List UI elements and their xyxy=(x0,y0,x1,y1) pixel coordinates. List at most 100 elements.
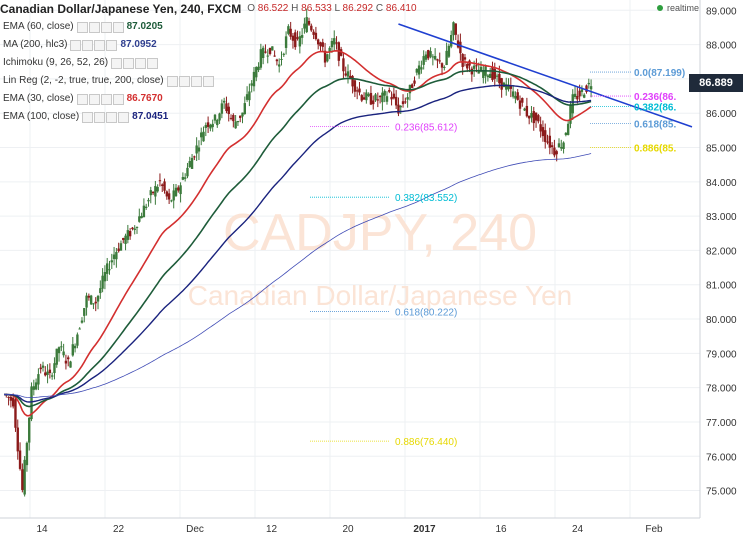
candle-body xyxy=(7,396,10,398)
candle-body xyxy=(85,295,88,308)
settings-icon[interactable] xyxy=(94,111,106,123)
candle-body xyxy=(193,156,196,158)
candle-body xyxy=(381,92,384,103)
visibility-icon[interactable] xyxy=(70,39,82,51)
more-icon[interactable] xyxy=(100,93,112,105)
candle-body xyxy=(245,94,249,100)
ohlc-low-value: 86.292 xyxy=(342,3,374,14)
candle-body xyxy=(67,357,70,360)
y-tick-label: 77.000 xyxy=(706,418,737,429)
more-icon[interactable] xyxy=(135,57,147,69)
candle-body xyxy=(450,35,453,47)
settings-icon[interactable] xyxy=(82,39,94,51)
fib-level-label: 0.618(85. xyxy=(634,119,676,130)
candle-body xyxy=(174,187,178,197)
candle-body xyxy=(374,94,377,101)
candle-body xyxy=(284,36,288,48)
more-icon[interactable] xyxy=(94,39,106,51)
indicator-value: 87.0205 xyxy=(126,21,163,32)
settings-icon[interactable] xyxy=(123,57,135,69)
settings-icon[interactable] xyxy=(88,21,100,33)
candle-body xyxy=(335,42,338,44)
close-icon[interactable] xyxy=(147,57,159,69)
ema30-line xyxy=(3,49,592,417)
candle-body xyxy=(571,94,574,114)
close-icon[interactable] xyxy=(202,75,214,87)
candle-body xyxy=(305,17,308,33)
candle-body xyxy=(165,191,169,197)
candle-body xyxy=(252,71,256,87)
candle-body xyxy=(406,97,409,100)
candle-body xyxy=(151,191,155,194)
candle-body xyxy=(149,190,152,196)
y-tick-label: 80.000 xyxy=(706,315,737,326)
candle-body xyxy=(243,103,246,115)
candle-body xyxy=(532,111,535,124)
visibility-icon[interactable] xyxy=(76,93,88,105)
visibility-icon[interactable] xyxy=(76,21,88,33)
close-icon[interactable] xyxy=(112,93,124,105)
settings-icon[interactable] xyxy=(88,93,100,105)
candle-body xyxy=(436,59,439,61)
ohlc-close-key: C xyxy=(375,3,384,14)
x-tick-label: 24 xyxy=(572,524,584,535)
candle-body xyxy=(89,295,93,305)
indicator-row[interactable]: Lin Reg (2, -2, true, true, 200, close) xyxy=(0,72,417,90)
indicator-row[interactable]: MA (200, hlc3) 87.0952 xyxy=(0,36,417,54)
visibility-icon[interactable] xyxy=(166,75,178,87)
ohlc-readout: O 86.522 H 86.533 L 86.292 C 86.410 xyxy=(247,0,416,18)
candle-body xyxy=(333,38,336,45)
x-tick-label: 2017 xyxy=(413,524,436,535)
more-icon[interactable] xyxy=(106,111,118,123)
candle-body xyxy=(514,95,517,99)
indicator-controls xyxy=(82,111,130,123)
candle-body xyxy=(573,93,577,98)
candle-body xyxy=(28,417,31,443)
indicator-controls xyxy=(70,39,118,51)
candle-body xyxy=(9,396,13,401)
visibility-icon[interactable] xyxy=(111,57,123,69)
candle-body xyxy=(94,301,97,304)
candle-body xyxy=(518,100,522,109)
candle-body xyxy=(106,263,109,274)
candle-body xyxy=(550,145,554,148)
more-icon[interactable] xyxy=(100,21,112,33)
candle-body xyxy=(525,105,529,117)
candle-body xyxy=(463,57,467,60)
candle-body xyxy=(365,92,368,101)
y-tick-label: 81.000 xyxy=(706,281,737,292)
candle-body xyxy=(303,23,306,29)
indicator-row[interactable]: EMA (100, close) 87.0451 xyxy=(0,108,417,126)
close-icon[interactable] xyxy=(112,21,124,33)
candle-body xyxy=(117,248,120,252)
candle-body xyxy=(39,367,42,370)
candle-body xyxy=(234,121,237,129)
candle-body xyxy=(548,135,552,148)
candle-body xyxy=(411,84,414,88)
indicator-row[interactable]: Ichimoku (9, 26, 52, 26) xyxy=(0,54,417,72)
candle-body xyxy=(507,84,510,90)
candle-body xyxy=(564,132,568,135)
candle-body xyxy=(300,35,304,38)
candle-body xyxy=(266,55,269,57)
candle-body xyxy=(378,95,382,98)
candle-body xyxy=(34,382,38,390)
candle-body xyxy=(314,32,318,40)
visibility-icon[interactable] xyxy=(82,111,94,123)
candle-body xyxy=(154,185,157,197)
candle-body xyxy=(454,23,457,35)
indicator-row[interactable]: EMA (30, close) 86.7670 xyxy=(0,90,417,108)
close-icon[interactable] xyxy=(106,39,118,51)
indicator-row[interactable]: EMA (60, close) 87.0205 xyxy=(0,18,417,36)
more-icon[interactable] xyxy=(190,75,202,87)
candle-body xyxy=(248,91,251,101)
candle-body xyxy=(206,122,210,127)
candle-body xyxy=(21,469,24,490)
candle-body xyxy=(227,106,230,115)
settings-icon[interactable] xyxy=(178,75,190,87)
close-icon[interactable] xyxy=(118,111,130,123)
x-tick-label: Dec xyxy=(186,524,204,535)
fib-level-label: 0.0(87.199) xyxy=(634,68,685,79)
